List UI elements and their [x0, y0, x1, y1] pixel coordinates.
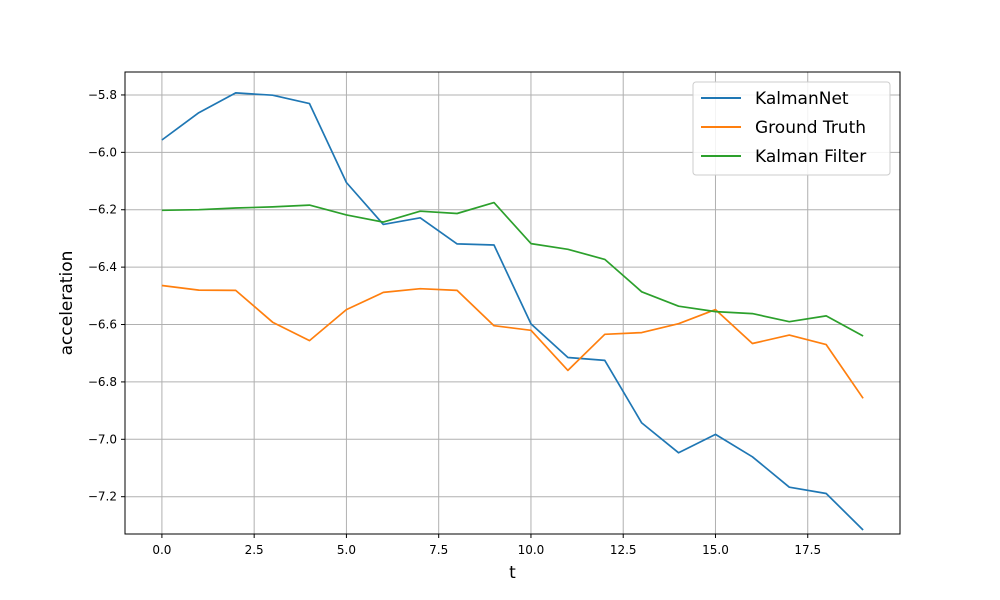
y-axis-label: acceleration	[57, 251, 77, 356]
y-axis-ticks: −7.2 −7.0 −6.8 −6.6 −6.4 −6.2 −6.0 −5.8	[88, 88, 125, 504]
legend-label-ground-truth: Ground Truth	[755, 118, 866, 138]
x-tick-label: 12.5	[610, 543, 637, 557]
legend: KalmanNet Ground Truth Kalman Filter	[692, 81, 891, 176]
x-tick-label: 17.5	[794, 543, 821, 557]
y-tick-label: −6.8	[88, 375, 117, 389]
x-tick-label: 0.0	[152, 543, 171, 557]
y-tick-label: −7.0	[88, 432, 117, 446]
y-tick-label: −6.6	[88, 318, 117, 332]
y-tick-label: −6.0	[88, 145, 117, 159]
y-tick-label: −5.8	[88, 88, 117, 102]
x-axis-label: t	[509, 563, 516, 583]
y-tick-label: −6.2	[88, 203, 117, 217]
x-axis-ticks: 0.0 2.5 5.0 7.5 10.0 12.5 15.0 17.5	[152, 534, 821, 557]
x-tick-label: 15.0	[702, 543, 729, 557]
y-tick-label: −7.2	[88, 490, 117, 504]
legend-label-kalmannet: KalmanNet	[755, 89, 849, 109]
x-tick-label: 7.5	[429, 543, 448, 557]
grid	[125, 72, 900, 534]
x-tick-label: 2.5	[245, 543, 264, 557]
x-tick-label: 5.0	[337, 543, 356, 557]
series-line-kalmannet	[161, 92, 864, 531]
legend-box	[692, 81, 891, 176]
x-tick-label: 10.0	[518, 543, 545, 557]
series-line-ground-truth	[161, 284, 864, 399]
legend-label-kalman-filter: Kalman Filter	[755, 147, 866, 167]
plot-area-frame	[124, 71, 901, 535]
y-tick-label: −6.4	[88, 260, 117, 274]
series-line-kalman-filter	[161, 201, 864, 337]
series-lines	[161, 92, 864, 531]
